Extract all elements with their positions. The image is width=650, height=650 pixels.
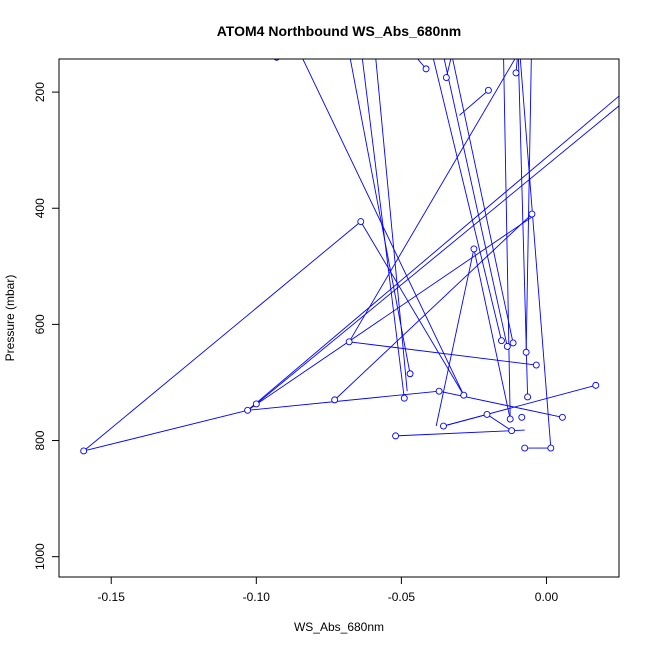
- data-point: [252, 400, 260, 408]
- data-point: [331, 396, 339, 404]
- series-line-segment: [503, 59, 511, 420]
- series-line-segment: [375, 59, 408, 392]
- series-line-segment: [348, 59, 516, 343]
- y-tick-label: 800: [33, 430, 47, 450]
- x-tick-label: 0.00: [535, 590, 559, 604]
- y-tick-label: 200: [33, 82, 47, 102]
- series-line-segment: [486, 414, 512, 432]
- series-line-segment: [247, 216, 533, 411]
- data-point: [400, 394, 408, 402]
- data-point: [498, 337, 505, 345]
- series-line-segment: [452, 59, 514, 344]
- data-point: [485, 31, 491, 37]
- series-line-segment: [417, 59, 427, 70]
- x-axis: -0.15 -0.10 -0.05 0.00: [98, 576, 559, 604]
- plot-frame: [58, 58, 620, 578]
- series-line-segment: [247, 95, 619, 411]
- series-line-segment: [432, 59, 502, 341]
- series-line-segment: [361, 59, 405, 399]
- series-line-segment: [349, 341, 537, 366]
- series-line-segment: [525, 59, 532, 353]
- data-point: [440, 422, 447, 430]
- y-axis-label: Pressure (mbar): [3, 275, 17, 362]
- data-point: [514, 31, 520, 37]
- y-axis: 200 400 600 800 1000: [33, 82, 59, 570]
- data-point: [521, 444, 529, 452]
- series-line-segment: [360, 221, 465, 396]
- series-line-segment: [349, 59, 411, 374]
- data-point: [522, 348, 530, 356]
- data-point: [525, 37, 531, 43]
- data-point: [435, 387, 443, 395]
- series-line-segment: [395, 429, 525, 437]
- data-point: [506, 415, 514, 423]
- data-point: [244, 406, 252, 414]
- data-point: [509, 339, 517, 347]
- data-point: [392, 432, 400, 440]
- series-line-segment: [473, 248, 511, 420]
- data-point: [442, 74, 450, 82]
- x-tick-label: -0.15: [98, 590, 126, 604]
- series-line-segment: [435, 248, 475, 427]
- chart-title: ATOM4 Northbound WS_Abs_680nm: [217, 23, 462, 39]
- data-point: [470, 245, 478, 253]
- data-point: [558, 413, 566, 421]
- series-line-segment: [439, 390, 563, 418]
- y-tick-label: 400: [33, 198, 47, 218]
- data-point: [518, 413, 526, 421]
- data-point: [532, 361, 540, 369]
- series-line-segment: [83, 221, 362, 452]
- x-tick-label: -0.05: [388, 590, 416, 604]
- series-line-segment: [459, 90, 489, 116]
- data-point: [422, 65, 430, 73]
- data-point: [80, 447, 88, 455]
- data-point: [483, 410, 491, 418]
- data-point: [484, 86, 492, 94]
- series-line-segment: [83, 409, 248, 452]
- data-point: [357, 218, 365, 226]
- series-line-segment: [519, 59, 552, 449]
- data-point: [503, 343, 511, 350]
- data-point: [547, 444, 555, 452]
- series-line-segment: [256, 105, 619, 405]
- series-line-segment: [302, 59, 465, 396]
- series-line-segment: [247, 390, 440, 411]
- data-point: [528, 210, 536, 218]
- data-point: [592, 381, 600, 389]
- series-line-segment: [443, 59, 508, 347]
- y-tick-label: 1000: [33, 543, 47, 570]
- data-point: [508, 427, 516, 435]
- data-point: [524, 393, 532, 401]
- series-line-segment: [517, 59, 529, 397]
- data-layer: [80, 31, 619, 455]
- data-point: [345, 338, 353, 346]
- data-point: [512, 69, 520, 77]
- series-line-segment: [445, 59, 452, 78]
- x-tick-label: -0.10: [243, 590, 271, 604]
- y-tick-label: 600: [33, 314, 47, 334]
- data-point: [460, 391, 468, 399]
- data-point: [503, 48, 509, 54]
- series-line-segment: [334, 213, 533, 401]
- x-axis-label: WS_Abs_680nm: [294, 620, 384, 634]
- series-line-segment: [443, 413, 488, 427]
- data-point: [406, 370, 414, 378]
